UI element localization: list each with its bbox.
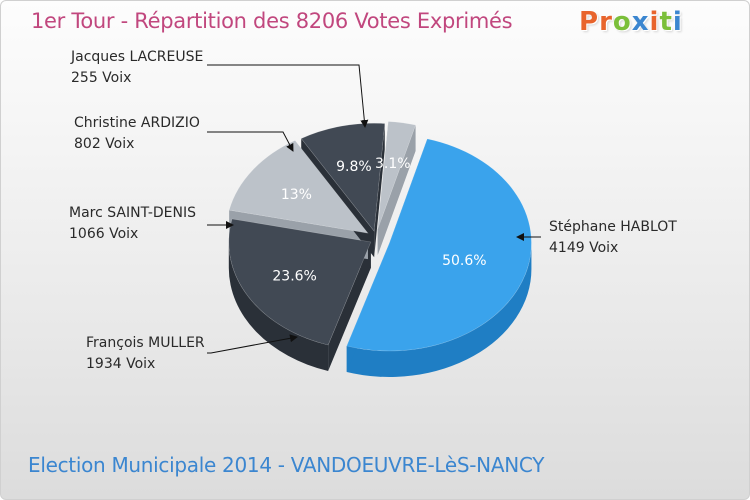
proxiti-logo: Proxiti [579,7,683,37]
logo-letter: i [649,7,660,37]
slice-percent-label: 23.6% [272,269,316,285]
leader-line [207,64,369,128]
chart-title: 1er Tour - Répartition des 8206 Votes Ex… [31,9,513,33]
candidate-name: Jacques LACREUSE [70,49,203,65]
chart-subtitle: Election Municipale 2014 - VANDOEUVRE-Lè… [28,453,545,477]
leader-line [207,334,298,354]
pie-slice [377,121,416,230]
leader-line [207,131,294,152]
logo-letter: x [631,7,650,37]
pie-slice-side [228,242,329,372]
pie-slice-side [346,242,532,377]
pie-slice-edge [377,125,416,256]
slice-percent-label: 3.1% [375,156,411,172]
logo-letter: t [659,7,673,37]
logo-letter: P [579,7,600,37]
pie-slice [228,218,372,346]
pie-slice-edge [374,123,385,258]
candidate-votes: 1934 Voix [86,356,155,372]
candidate-name: Marc SAINT-DENIS [69,205,196,221]
slice-percent-label: 50.6% [442,253,486,269]
candidate-votes: 255 Voix [71,70,131,86]
candidate-name: François MULLER [86,335,205,351]
pie-slice [346,138,532,352]
candidate-name: Stéphane HABLOT [549,219,677,235]
logo-letter: r [599,7,613,37]
candidate-votes: 802 Voix [74,136,134,152]
pie-slice [300,122,386,232]
slice-percent-label: 9.8% [336,159,372,175]
slice-percent-label: 13% [281,187,312,203]
logo-letter: i [672,7,683,37]
pie-slice-edge [328,242,371,372]
candidate-name: Christine ARDIZIO [74,115,200,131]
logo-letter: o [612,7,632,37]
candidate-votes: 1066 Voix [69,226,138,242]
candidate-votes: 4149 Voix [549,240,618,256]
